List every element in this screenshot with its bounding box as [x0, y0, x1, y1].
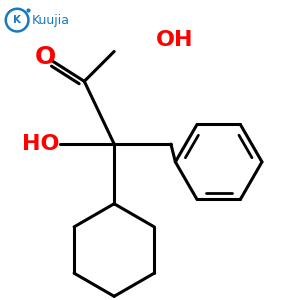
Text: O: O: [35, 45, 56, 69]
Text: K: K: [13, 15, 21, 25]
Text: OH: OH: [156, 29, 194, 50]
Text: Kuujia: Kuujia: [32, 14, 70, 27]
Text: HO: HO: [22, 134, 59, 154]
